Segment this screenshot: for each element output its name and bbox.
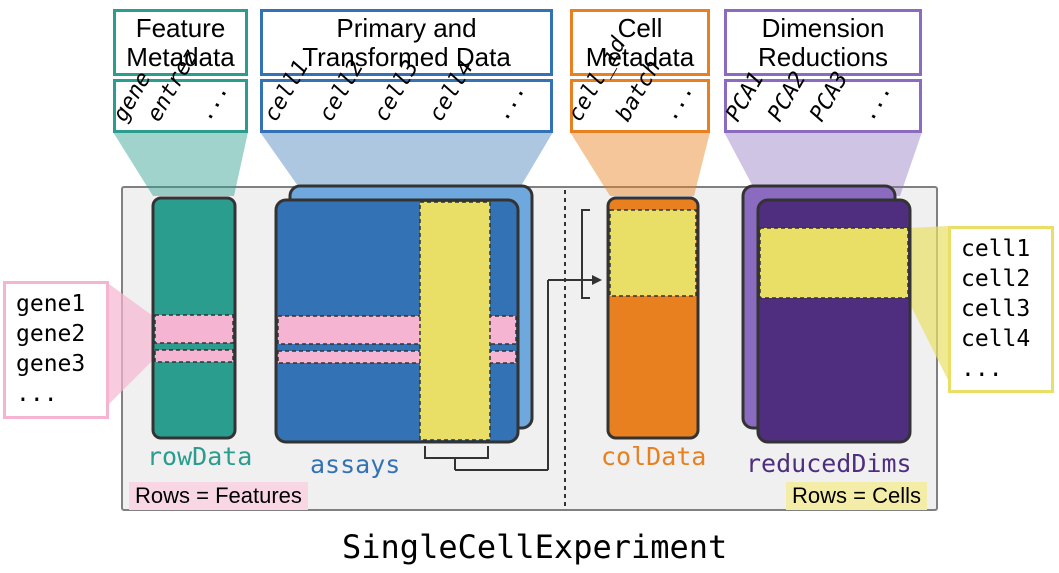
title: SingleCellExperiment — [342, 528, 727, 566]
subheader-primary: cell1 cell2 cell3 cell4 ... — [260, 79, 553, 133]
subh-prim-dots: ... — [489, 79, 531, 126]
caption-rows-cells: Rows = Cells — [786, 482, 927, 510]
header-dim-l1: Dimension — [762, 13, 885, 43]
g2: gene2 — [16, 320, 96, 350]
rcdots: ... — [961, 355, 1041, 385]
subheader-dim: PCA1 PCA2 PCA3 ... — [724, 79, 922, 133]
label-coldata: colData — [601, 442, 706, 471]
right-cell-box: cell1 cell2 cell3 cell4 ... — [948, 226, 1054, 393]
label-assays: assays — [310, 450, 400, 479]
header-primary-l1: Primary and — [336, 13, 476, 43]
g3: gene3 — [16, 350, 96, 380]
caption-rows-features: Rows = Features — [129, 482, 308, 510]
connector-dim — [724, 132, 922, 196]
subheader-cell: cell_id batch ... — [570, 79, 710, 133]
left-gene-box: gene1 gene2 gene3 ... — [3, 281, 109, 419]
rc4: cell4 — [961, 325, 1041, 355]
rc2: cell2 — [961, 265, 1041, 295]
subh-feat-dots: ... — [192, 79, 234, 126]
subh-dim-dots: ... — [855, 79, 897, 126]
rc3: cell3 — [961, 295, 1041, 325]
subh-cell-dots: ... — [657, 79, 699, 126]
connector-primary — [260, 132, 553, 196]
gdots: ... — [16, 380, 96, 410]
header-dim: Dimension Reductions — [724, 9, 922, 76]
label-reddim: reducedDims — [746, 449, 912, 478]
header-dim-l2: Reductions — [758, 42, 888, 72]
subheader-feature: gene entrez ... — [113, 79, 248, 133]
g1: gene1 — [16, 290, 96, 320]
header-feature-l1: Feature — [136, 13, 226, 43]
rc1: cell1 — [961, 235, 1041, 265]
header-cell-l1: Cell — [618, 13, 663, 43]
label-rowdata: rowData — [147, 442, 252, 471]
